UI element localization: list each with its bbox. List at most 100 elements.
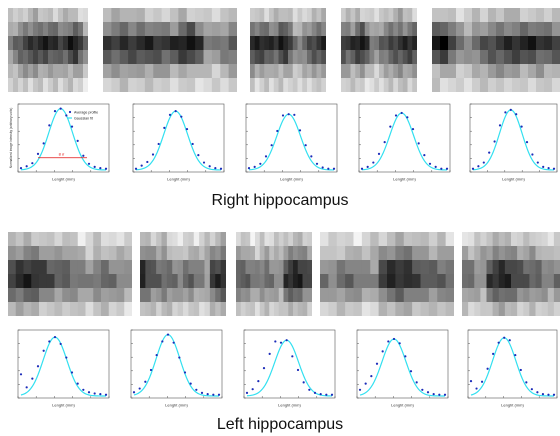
profile-point [530, 388, 533, 391]
pixel-cell [512, 36, 521, 51]
pixel-cell [78, 22, 84, 37]
profile-point [206, 393, 209, 396]
profile-point [509, 108, 512, 111]
pixel-cell [307, 246, 312, 261]
pixel-cell [28, 64, 34, 79]
profile-point [398, 342, 401, 345]
pixel-cell [412, 64, 417, 79]
pixel-cell [547, 274, 555, 289]
pixel-cell [188, 260, 195, 275]
pixel-cell [288, 288, 294, 303]
pixel-cell [504, 246, 512, 261]
pixel-cell [85, 232, 94, 247]
pixel-cell [31, 232, 40, 247]
pixel-cell [215, 274, 222, 289]
profile-point [178, 356, 181, 359]
pixel-cell [53, 64, 59, 79]
profile-point [552, 167, 556, 170]
pixel-cell [512, 78, 521, 92]
pixel-cell [355, 64, 361, 79]
pixel-cell [140, 274, 146, 289]
pixel-cell [245, 260, 251, 275]
pixel-cell [383, 64, 390, 79]
intensity-strip [103, 8, 237, 92]
pixel-cell [156, 246, 163, 261]
pixel-cell [378, 246, 388, 261]
pixel-cell [361, 302, 371, 316]
pixel-cell [204, 260, 211, 275]
pixel-cell [28, 22, 34, 37]
pixel-cell [504, 22, 513, 37]
pixel-cell [480, 64, 489, 79]
profile-point [65, 114, 68, 117]
pixel-cell [250, 22, 256, 37]
profile-point [377, 152, 381, 155]
pixel-cell [13, 8, 19, 23]
pixel-cell [178, 36, 188, 51]
pixel-cell [38, 50, 44, 65]
pixel-cell [211, 8, 221, 23]
pixel-cell [54, 232, 63, 247]
pixel-cell [288, 246, 294, 261]
right-profile-plot-5: Lenght (mm) [460, 100, 560, 182]
pixel-cell [520, 64, 529, 79]
pixel-cell [523, 302, 530, 316]
pixel-cell [528, 8, 537, 23]
pixel-cell [269, 246, 275, 261]
profile-point [477, 165, 480, 168]
pixel-cell [103, 22, 112, 37]
pixel-cell [297, 8, 303, 23]
pixel-cell [480, 8, 489, 23]
pixel-cell [492, 274, 500, 289]
profile-point [281, 114, 285, 117]
pixel-cell [274, 246, 280, 261]
pixel-cell [370, 274, 380, 289]
pixel-cell [345, 78, 352, 92]
x-axis-label: Lenght (mm) [280, 177, 303, 182]
pixel-cell [288, 8, 294, 23]
pixel-cell [480, 232, 488, 247]
pixel-cell [8, 36, 14, 51]
pixel-cell [145, 288, 152, 303]
pixel-cell [523, 246, 530, 261]
pixel-cell [161, 260, 168, 275]
pixel-cell [486, 260, 494, 275]
profile-point [87, 391, 91, 394]
profile-point [438, 393, 441, 396]
pixel-cell [220, 232, 226, 247]
profile-point [488, 151, 491, 154]
pixel-cell [293, 246, 299, 261]
pixel-cell [307, 274, 312, 289]
pixel-cell [456, 78, 465, 92]
pixel-cell [321, 64, 326, 79]
pixel-cell [360, 8, 366, 23]
pixel-cell [269, 260, 275, 275]
pixel-cell [488, 64, 497, 79]
pixel-cell [379, 22, 385, 37]
profile-point [480, 380, 484, 383]
profile-point [364, 382, 367, 385]
pixel-cell [350, 22, 356, 37]
pixel-cell [183, 260, 189, 275]
pixel-cell [511, 274, 518, 289]
pixel-cell [544, 22, 553, 37]
profile-point [409, 370, 413, 373]
pixel-cell [195, 8, 205, 23]
pixel-cell [203, 78, 213, 92]
pixel-cell [39, 260, 48, 275]
profile-point [99, 393, 102, 396]
pixel-cell [278, 78, 284, 92]
profile-point [426, 391, 430, 394]
pixel-cell [153, 36, 163, 51]
pixel-cell [432, 64, 441, 79]
pixel-cell [311, 8, 318, 23]
pixel-cell [511, 260, 518, 275]
pixel-cell [412, 36, 417, 51]
pixel-cell [302, 288, 308, 303]
pixel-cell [480, 246, 488, 261]
pixel-cell [73, 22, 79, 37]
pixel-cell [236, 260, 242, 275]
pixel-cell [288, 64, 294, 79]
pixel-cell [302, 22, 308, 37]
pixel-cell [8, 274, 17, 289]
